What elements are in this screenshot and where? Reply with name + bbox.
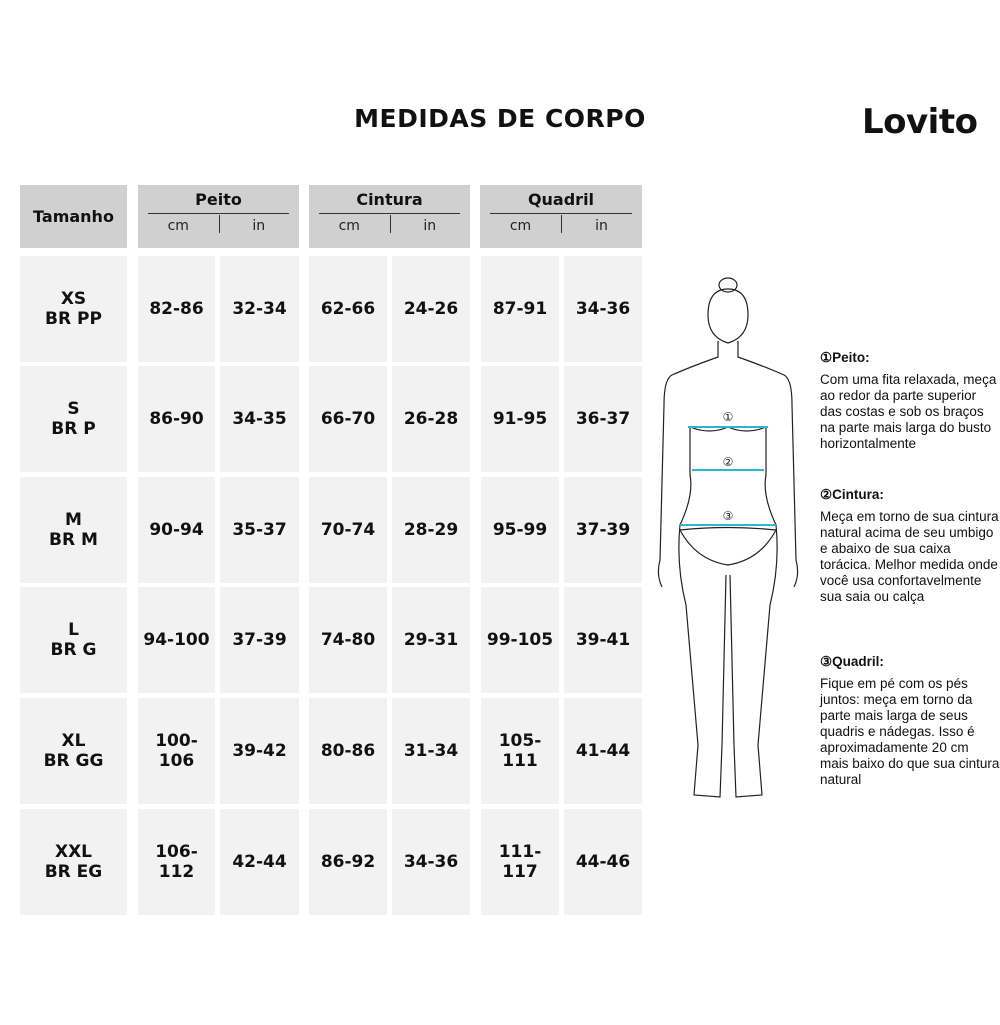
size-cell: XS BR PP [20, 256, 127, 362]
measurement-cell: 91-95 [481, 366, 559, 472]
marker-3: ③ [723, 509, 734, 523]
br-size-label: BR GG [43, 751, 104, 771]
unit-in: in [595, 218, 608, 234]
marker-1: ① [723, 410, 734, 424]
divider [561, 215, 562, 233]
measurement-cell: 94-100 [138, 587, 215, 693]
size-header-label: Tamanho [33, 207, 114, 226]
size-label: XL [61, 731, 86, 751]
group-label: Peito [195, 190, 242, 209]
divider [389, 215, 391, 233]
measurement-cell: 28-29 [392, 477, 470, 583]
measurement-cell: 106-112 [138, 809, 215, 915]
unit-cm: cm [509, 218, 532, 234]
br-size-label: BR EG [44, 862, 103, 882]
measurement-cell: 86-92 [309, 809, 387, 915]
measurement-cell: 86-90 [138, 366, 215, 472]
measurement-cell: 80-86 [309, 698, 387, 804]
divider [148, 213, 289, 214]
instruction-text: Meça em torno de sua cintura natural aci… [820, 509, 999, 604]
measurement-cell: 37-39 [220, 587, 299, 693]
size-cell: XXL BR EG [20, 809, 127, 915]
size-label: XXL [54, 842, 93, 862]
size-cell: XL BR GG [20, 698, 127, 804]
brand-logo: Lovito [862, 102, 978, 142]
br-size-label: BR P [51, 419, 96, 439]
measurement-cell: 31-34 [392, 698, 470, 804]
size-label: XS [60, 289, 87, 309]
measurement-cell: 29-31 [392, 587, 470, 693]
size-header: Tamanho [20, 185, 127, 248]
page-title: MEDIDAS DE CORPO [354, 104, 646, 133]
measurement-cell: 32-34 [220, 256, 299, 362]
torso-arms [657, 341, 799, 588]
legs [678, 427, 778, 798]
br-size-label: BR PP [45, 309, 102, 329]
divider [218, 215, 220, 233]
unit-cm: cm [167, 218, 189, 234]
marker-2: ② [723, 455, 734, 469]
measurement-cell: 26-28 [392, 366, 470, 472]
underwear [679, 526, 777, 566]
measurement-cell: 24-26 [392, 256, 470, 362]
measurement-cell: 105-111 [481, 698, 559, 804]
measurement-cell: 70-74 [309, 477, 387, 583]
measurement-cell: 34-36 [392, 809, 470, 915]
measurement-cell: 111-117 [481, 809, 559, 915]
size-label: L [68, 620, 79, 640]
measurement-cell: 39-42 [220, 698, 299, 804]
measurement-cell: 82-86 [138, 256, 215, 362]
measurement-cell: 62-66 [309, 256, 387, 362]
measurement-cell: 37-39 [564, 477, 642, 583]
measurement-cell: 39-41 [564, 587, 642, 693]
instruction-heading: ①Peito: [820, 350, 870, 365]
head [707, 288, 749, 344]
group-header-cintura: Cintura cm in [309, 185, 470, 248]
measurement-cell: 34-36 [564, 256, 642, 362]
measurement-cell: 74-80 [309, 587, 387, 693]
divider [319, 213, 460, 214]
body-figure: ① ② ③ [657, 277, 799, 798]
group-header-quadril: Quadril cm in [480, 185, 642, 248]
size-cell: S BR P [20, 366, 127, 472]
group-label: Quadril [527, 190, 595, 209]
measurement-cell: 34-35 [220, 366, 299, 472]
measurement-cell: 66-70 [309, 366, 387, 472]
measurement-cell: 90-94 [138, 477, 215, 583]
divider [490, 213, 632, 214]
measurement-cell: 44-46 [564, 809, 642, 915]
group-header-peito: Peito cm in [138, 185, 299, 248]
instruction-text: Fique em pé com os pés juntos: meça em t… [820, 676, 1000, 787]
size-cell: L BR G [20, 587, 127, 693]
measurement-cell: 100-106 [138, 698, 215, 804]
measurement-cell: 42-44 [220, 809, 299, 915]
size-label: S [67, 399, 80, 419]
measurement-cell: 95-99 [481, 477, 559, 583]
measurement-cell: 41-44 [564, 698, 642, 804]
group-label: Cintura [356, 190, 423, 209]
instruction-waist: ②Cintura: Meça em torno de sua cintura n… [820, 487, 1000, 605]
measurement-cell: 36-37 [564, 366, 642, 472]
size-cell: M BR M [20, 477, 127, 583]
instruction-text: Com uma fita relaxada, meça ao redor da … [820, 372, 997, 451]
unit-in: in [423, 218, 437, 234]
instruction-hip: ③Quadril: Fique em pé com os pés juntos:… [820, 654, 1000, 788]
measurement-cell: 35-37 [220, 477, 299, 583]
measurement-cell: 99-105 [481, 587, 559, 693]
br-size-label: BR M [49, 530, 98, 550]
instruction-heading: ③Quadril: [820, 654, 884, 669]
unit-cm: cm [338, 218, 360, 234]
size-label: M [65, 510, 82, 530]
unit-in: in [252, 218, 266, 234]
instruction-chest: ①Peito: Com uma fita relaxada, meça ao r… [820, 350, 1000, 452]
hair-bun [718, 277, 738, 293]
instruction-heading: ②Cintura: [820, 487, 884, 502]
measurement-cell: 87-91 [481, 256, 559, 362]
br-size-label: BR G [50, 640, 97, 660]
